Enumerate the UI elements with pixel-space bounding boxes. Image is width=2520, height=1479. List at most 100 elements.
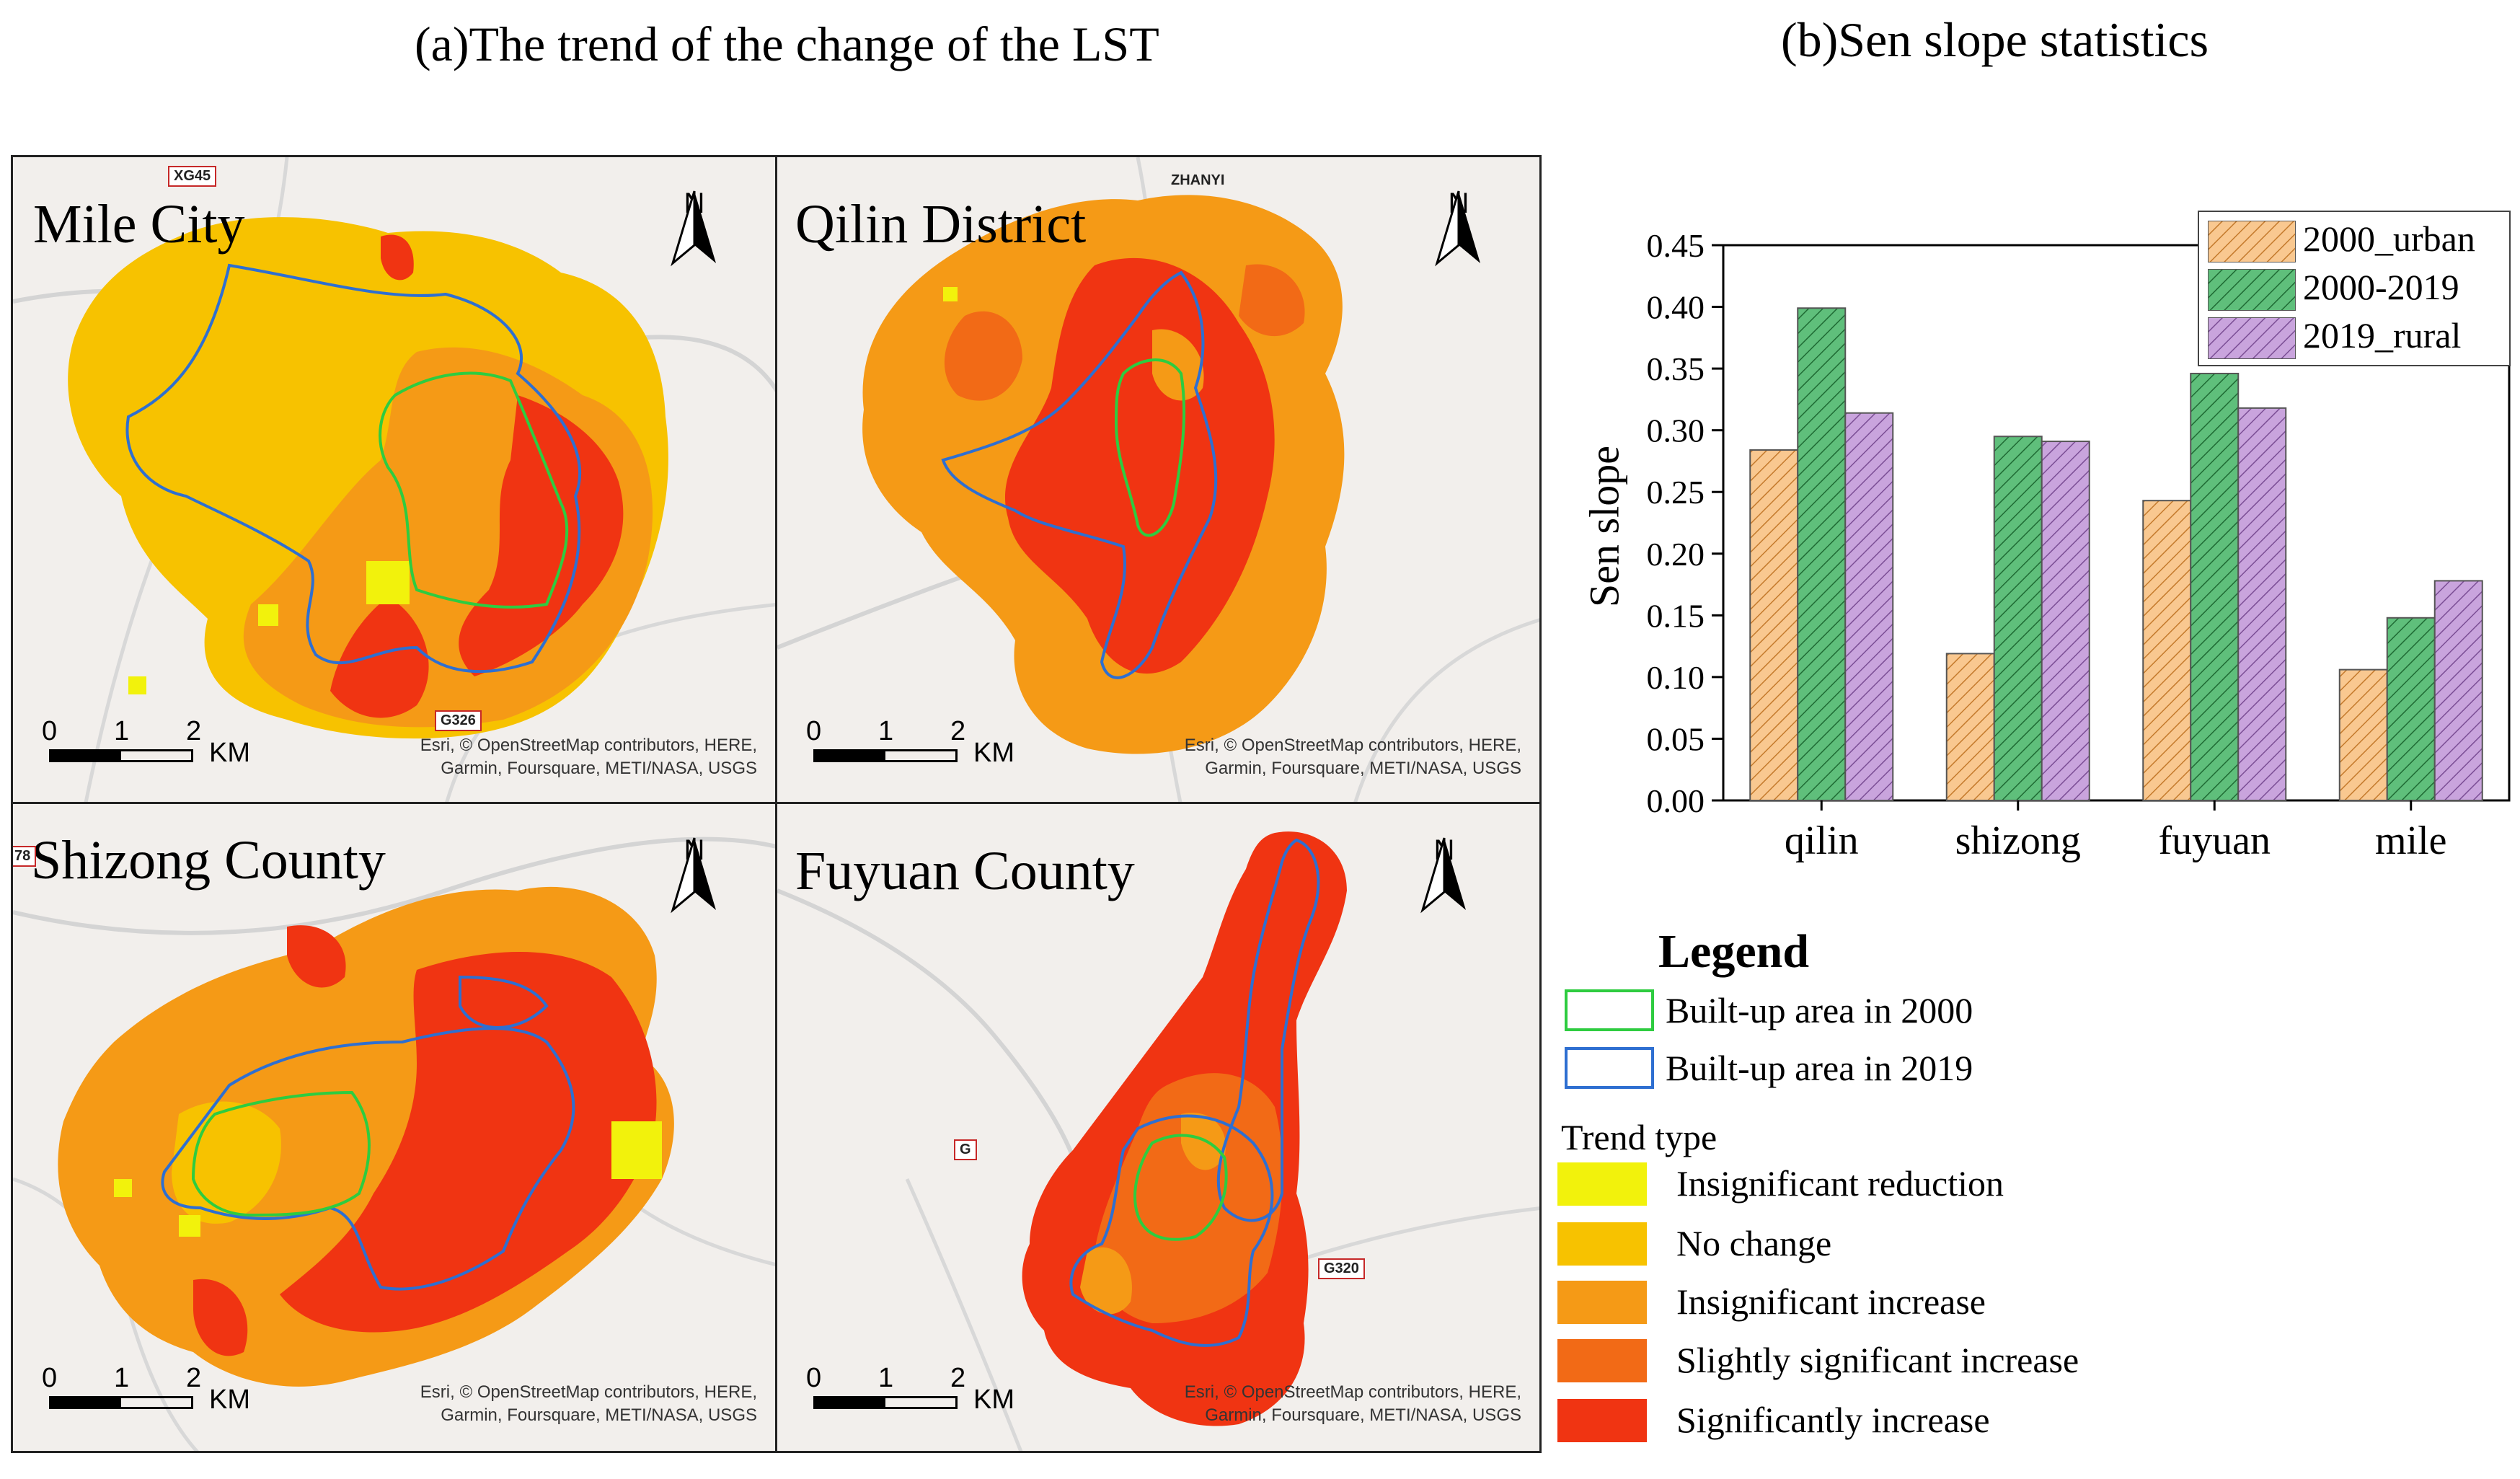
y-tick-label: 0.40 <box>1647 289 1705 326</box>
trend-swatch <box>1557 1399 1647 1442</box>
north-arrow: N <box>1430 187 1487 267</box>
map-fuyuan-graphic <box>777 831 1539 1451</box>
bar-2000-2019-qilin <box>1797 307 1847 801</box>
road-label: G320 <box>1318 1258 1365 1279</box>
scale-bar: 0 1 2 KM <box>42 1363 280 1428</box>
scale-tick: 0 <box>806 716 822 746</box>
scale-tick: 0 <box>42 1363 58 1393</box>
scale-tick: 1 <box>878 1363 894 1393</box>
map-attribution: Esri, © OpenStreetMap contributors, HERE… <box>1185 1381 1521 1427</box>
panel-a-title: (a)The trend of the change of the LST <box>415 17 1159 71</box>
attribution-line: Esri, © OpenStreetMap contributors, HERE… <box>420 1382 757 1402</box>
plot-frame <box>1722 244 2511 802</box>
map-fuyuan-county: Fuyuan County G G320 N 0 1 2 KM Esri, © Op… <box>775 802 1542 1453</box>
y-tick-label: 0.25 <box>1647 474 1705 511</box>
road-label: G326 <box>435 710 482 731</box>
legend-title: Legend <box>1658 925 1810 978</box>
map-title: Shizong County <box>31 830 386 891</box>
scale-unit: KM <box>209 738 250 768</box>
map-mile-city: Mile City XG45 G326 N 0 1 2 KM Esri, © Ope… <box>11 155 777 804</box>
scale-unit: KM <box>973 738 1014 768</box>
y-tick-label: 0.00 <box>1647 782 1705 819</box>
trend-swatch <box>1557 1222 1647 1266</box>
attribution-line: Esri, © OpenStreetMap contributors, HERE… <box>420 736 757 755</box>
bar-2019_rural-shizong <box>2041 441 2090 801</box>
map-attribution: Esri, © OpenStreetMap contributors, HERE… <box>1185 734 1521 780</box>
scale-tick: 2 <box>950 716 966 746</box>
bar-2000-2019-fuyuan <box>2190 372 2240 801</box>
map-qilin-district: Qilin District ZHANYI N 0 1 2 KM Esri, © O… <box>775 155 1542 804</box>
x-tick-label: qilin <box>1785 818 1859 863</box>
y-axis-label: Sen slope <box>1580 446 1628 607</box>
scale-tick: 2 <box>186 716 202 746</box>
y-tick-label: 0.15 <box>1647 597 1705 634</box>
legend-swatch <box>2208 221 2296 262</box>
bar-2019_rural-mile <box>2433 580 2483 802</box>
attribution-line: Esri, © OpenStreetMap contributors, HERE… <box>1184 1382 1521 1402</box>
map-shizong-county: Shizong County 78 N 0 1 2 KM Esri, © OpenS… <box>11 802 777 1453</box>
bar-2000-2019-mile <box>2386 617 2436 801</box>
legend-label: 2019_rural <box>2303 315 2462 356</box>
legend-label: 2000-2019 <box>2303 267 2459 307</box>
attribution-line: Garmin, Foursquare, METI/NASA, USGS <box>1205 1405 1521 1425</box>
road-label: 78 <box>13 846 37 867</box>
y-tick-label: 0.10 <box>1647 659 1705 696</box>
north-arrow: N <box>666 834 723 914</box>
bar-2000-2019-shizong <box>1993 436 2043 801</box>
trend-swatch <box>1557 1162 1647 1206</box>
x-tick-label: shizong <box>1955 818 2081 863</box>
road-label: XG45 <box>168 166 217 187</box>
north-arrow-icon <box>1420 837 1466 914</box>
trend-label: No change <box>1676 1223 1832 1263</box>
map-title: Mile City <box>33 194 245 255</box>
bar-2019_rural-qilin <box>1844 412 1894 801</box>
north-arrow: N <box>666 187 723 267</box>
attribution-line: Garmin, Foursquare, METI/NASA, USGS <box>441 759 757 778</box>
map-title: Fuyuan County <box>795 841 1135 901</box>
attribution-line: Garmin, Foursquare, METI/NASA, USGS <box>441 1405 757 1425</box>
panel-b-title: (b)Sen slope statistics <box>1781 12 2209 67</box>
scale-tick: 0 <box>42 716 58 746</box>
scale-tick: 2 <box>950 1363 966 1393</box>
y-axis-label-wrap: Sen slope <box>1565 382 1644 671</box>
scale-tick: 1 <box>114 716 130 746</box>
map-attribution: Esri, © OpenStreetMap contributors, HERE… <box>420 734 757 780</box>
y-tick-label: 0.05 <box>1647 720 1705 757</box>
chart-legend: 2000_urban 2000-2019 2019_rural <box>2198 211 2511 366</box>
road-label: ZHANYI <box>1171 172 1225 188</box>
x-tick-label: mile <box>2375 818 2447 863</box>
y-tick-label: 0.20 <box>1647 536 1705 573</box>
bar-2000_urban-mile <box>2338 668 2388 801</box>
map-attribution: Esri, © OpenStreetMap contributors, HERE… <box>420 1381 757 1427</box>
sen-slope-chart: 0.00 0.05 0.10 0.15 0.20 0.25 0.30 0.35 0.40 0.45… <box>1572 202 2516 894</box>
trend-swatch <box>1557 1281 1647 1324</box>
legend-label: Built-up area in 2019 <box>1666 1048 1973 1088</box>
legend-swatch <box>2208 317 2296 359</box>
bar-2000_urban-shizong <box>1945 653 1995 802</box>
x-tick-label: fuyuan <box>2158 818 2271 863</box>
scale-unit: KM <box>209 1385 250 1415</box>
north-arrow-icon <box>671 190 716 267</box>
road-label: G <box>954 1139 977 1160</box>
scale-tick: 1 <box>114 1363 130 1393</box>
legend-label: 2000_urban <box>2303 218 2475 259</box>
scale-tick: 0 <box>806 1363 822 1393</box>
scale-bar: 0 1 2 KM <box>806 716 1044 781</box>
trend-label: Insignificant increase <box>1676 1281 1986 1322</box>
map-title: Qilin District <box>795 194 1087 255</box>
trend-type-title: Trend type <box>1561 1117 1717 1157</box>
legend-swatch-2019 <box>1565 1047 1654 1089</box>
north-arrow-icon <box>1435 190 1480 267</box>
legend-swatch-2000 <box>1565 989 1654 1031</box>
attribution-line: Garmin, Foursquare, METI/NASA, USGS <box>1205 759 1521 778</box>
map-mile-graphic <box>13 157 775 802</box>
bar-2000_urban-qilin <box>1749 449 1799 801</box>
y-tick-label: 0.30 <box>1647 412 1705 449</box>
y-tick-label: 0.45 <box>1647 227 1705 264</box>
bar-2000_urban-fuyuan <box>2142 500 2192 801</box>
trend-label: Insignificant reduction <box>1676 1163 2004 1204</box>
chart-canvas: 0.00 0.05 0.10 0.15 0.20 0.25 0.30 0.35 0.40 0.45… <box>1647 227 2511 863</box>
north-arrow: N <box>1415 834 1473 914</box>
north-arrow-icon <box>671 837 716 914</box>
map-shizong-graphic <box>13 836 775 1451</box>
